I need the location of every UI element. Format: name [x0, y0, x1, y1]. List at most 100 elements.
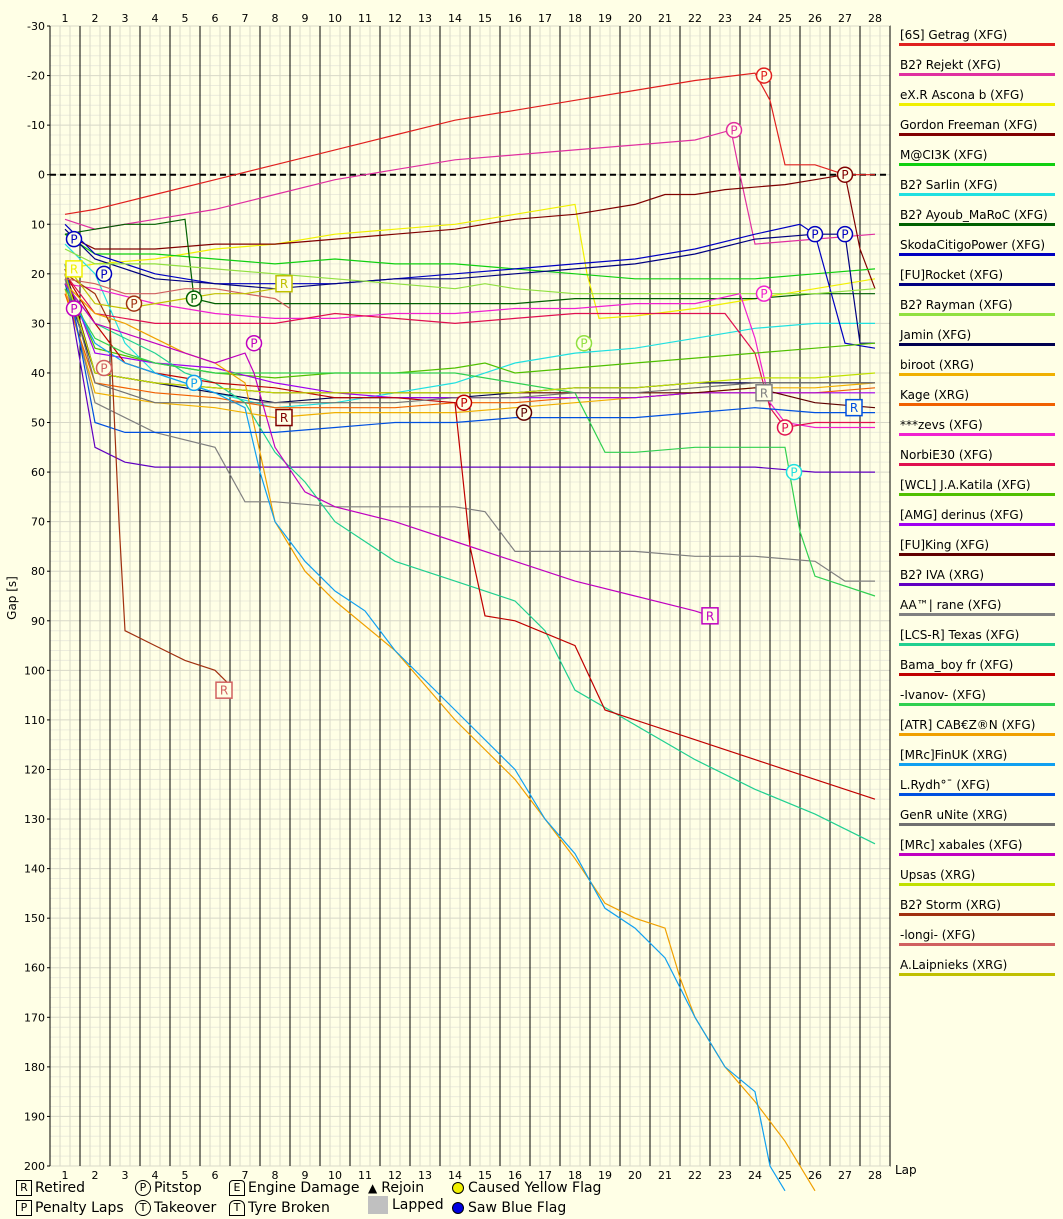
legend-item: A.Laipnieks (XRG) [897, 956, 1057, 986]
engine-damage-icon: E [229, 1180, 245, 1196]
legend-item: B2ʔ Rejekt (XFG) [897, 56, 1057, 86]
pitstop-marker: P [836, 166, 854, 183]
lap-label-top: 16 [508, 12, 522, 25]
pitstop-circle [455, 394, 473, 411]
lap-label-top: 14 [448, 12, 462, 25]
pitstop-marker: P [125, 295, 143, 312]
lap-label-bottom: 14 [448, 1169, 462, 1182]
series-line [64, 273, 876, 394]
marker-letter: P [130, 297, 137, 311]
marker-letter: R [70, 262, 78, 276]
marker-letter: P [100, 362, 107, 376]
blue-flag-icon [452, 1202, 464, 1214]
y-tick-label: 200 [24, 1160, 45, 1173]
series-line [64, 283, 875, 429]
legend-item: [WCL] J.A.Katila (XFG) [897, 476, 1057, 506]
marker-letter: R [280, 277, 288, 291]
lap-label-bottom: 27 [838, 1169, 852, 1182]
lap-label-top: 21 [658, 12, 672, 25]
lap-label-bottom: 7 [242, 1169, 249, 1182]
legend-label: Gordon Freeman (XFG) [900, 118, 1038, 132]
legend-item: [MRc] xabales (XFG) [897, 836, 1057, 866]
marker-letter: R [220, 684, 228, 698]
marker-letter: P [841, 228, 848, 242]
pitstop-circle [65, 230, 83, 248]
y-tick-label: 150 [24, 912, 45, 925]
legend-label: B2ʔ Sarlin (XFG) [900, 178, 998, 192]
legend-swatch [899, 823, 1055, 826]
legend-swatch [899, 553, 1055, 556]
pitstop-circle [515, 404, 533, 421]
legend-swatch [899, 73, 1055, 76]
marker-letter: P [811, 228, 818, 242]
legend-swatch [899, 703, 1055, 706]
key-penalty-label: Penalty Laps [35, 1200, 124, 1216]
legend-label: [ATR] CAB€Z®N (XFG) [900, 718, 1036, 732]
series-line [64, 273, 875, 429]
pitstop-marker: P [95, 265, 113, 283]
pitstop-marker: P [95, 359, 113, 377]
lap-label-top: 24 [748, 12, 762, 25]
legend-item: B2ʔ Storm (XRG) [897, 896, 1057, 926]
legend-label: B2ʔ Ayoub_MaRoC (XFG) [900, 208, 1048, 222]
legend-swatch [899, 463, 1055, 466]
legend-label: L.Rydh°¯ (XFG) [900, 778, 991, 792]
retired-box [65, 260, 83, 278]
lap-label-top: 12 [388, 12, 402, 25]
lap-label-top: 27 [838, 12, 852, 25]
key-engine-label: Engine Damage [248, 1180, 360, 1196]
marker-letter: P [580, 337, 587, 351]
lap-label-top: 8 [272, 12, 279, 25]
legend-swatch [899, 913, 1055, 916]
key-yellow: Caused Yellow Flag [452, 1180, 601, 1196]
series-line [64, 174, 876, 289]
legend-item: L.Rydh°¯ (XFG) [897, 776, 1057, 806]
legend-item: B2ʔ Rayman (XFG) [897, 296, 1057, 326]
legend-item: NorbiE30 (XFG) [897, 446, 1057, 476]
series-line [64, 273, 875, 473]
y-tick-label: 110 [24, 714, 45, 727]
retired-box [845, 398, 863, 417]
pitstop-marker: P [785, 463, 803, 481]
lap-label-bottom: 3 [122, 1169, 129, 1182]
y-tick-label: -10 [27, 119, 45, 132]
retired-marker: R [701, 607, 719, 625]
chart-grid [49, 25, 891, 1167]
lap-label-top: 15 [478, 12, 492, 25]
y-tick-label: 190 [24, 1110, 45, 1123]
y-tick-label: -20 [27, 70, 45, 83]
pitstop-marker: P [806, 225, 824, 243]
legend-label: B2ʔ Storm (XRG) [900, 898, 1001, 912]
lap-label-bottom: 10 [328, 1169, 342, 1182]
legend-label: -Ivanov- (XFG) [900, 688, 986, 702]
legend-item: [MRc]FinUK (XRG) [897, 746, 1057, 776]
y-tick-label: 10 [31, 218, 45, 231]
marker-letter: P [100, 267, 107, 281]
y-tick-label: 60 [31, 466, 45, 479]
legend-label: [WCL] J.A.Katila (XFG) [900, 478, 1031, 492]
y-tick-label: 0 [38, 169, 45, 182]
yellow-flag-icon [452, 1182, 464, 1194]
legend-swatch [899, 733, 1055, 736]
legend-label: B2ʔ Rejekt (XFG) [900, 58, 1001, 72]
series-line [64, 233, 876, 280]
legend-swatch [899, 223, 1055, 226]
marker-letter: P [841, 168, 848, 182]
legend-label: [MRc]FinUK (XRG) [900, 748, 1008, 762]
chart-axes: -30-20-100102030405060708090100110120130… [24, 12, 882, 1182]
pitstop-marker: P [755, 67, 773, 84]
legend-item: SkodaCitigoPower (XFG) [897, 236, 1057, 266]
lap-label-bottom: 15 [478, 1169, 492, 1182]
y-tick-label: 20 [31, 268, 45, 281]
key-pitstop: P Pitstop [135, 1180, 202, 1196]
legend-item: [FU]King (XFG) [897, 536, 1057, 566]
pitstop-marker: P [515, 404, 533, 421]
retired-marker: R [845, 398, 863, 417]
pitstop-marker: P [836, 225, 854, 243]
pitstop-circle [95, 359, 113, 377]
tyre-broken-icon: T [229, 1200, 245, 1216]
retired-marker: R [275, 408, 293, 427]
y-tick-label: 170 [24, 1011, 45, 1024]
y-tick-label: 100 [24, 664, 45, 677]
lap-label-top: 25 [778, 12, 792, 25]
